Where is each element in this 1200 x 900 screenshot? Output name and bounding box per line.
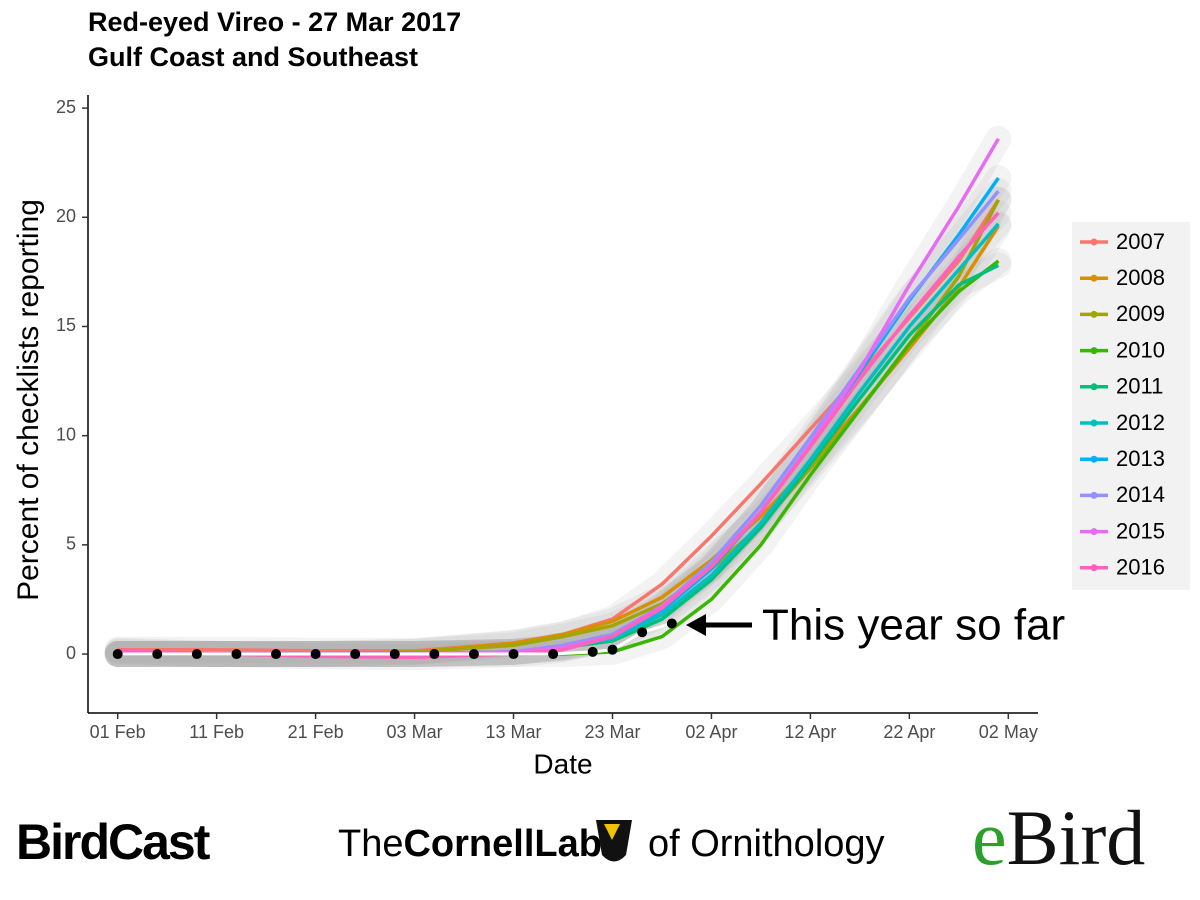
annotation: This year so far bbox=[762, 601, 1065, 650]
x-tick-label: 02 Apr bbox=[685, 722, 737, 742]
legend-dot bbox=[1090, 383, 1098, 391]
y-tick-label: 15 bbox=[56, 315, 76, 335]
legend-item: 2010 bbox=[1080, 337, 1165, 362]
series-line bbox=[117, 211, 1000, 660]
x-tick-label: 12 Apr bbox=[784, 722, 836, 742]
this-year-point bbox=[389, 649, 400, 660]
legend-item: 2009 bbox=[1080, 301, 1165, 326]
this-year-point bbox=[548, 649, 559, 660]
this-year-point bbox=[429, 649, 440, 660]
legend-item: 2012 bbox=[1080, 410, 1165, 435]
x-tick-label: 23 Mar bbox=[584, 722, 640, 742]
y-tick-label: 5 bbox=[66, 534, 76, 554]
ebird-e: e bbox=[972, 794, 1007, 881]
this-year-point bbox=[112, 649, 123, 660]
this-year-point bbox=[468, 649, 479, 660]
legend-item: 2011 bbox=[1080, 374, 1163, 399]
this-year-point bbox=[508, 649, 519, 660]
legend-dot bbox=[1090, 238, 1098, 246]
series-line bbox=[117, 225, 1000, 656]
legend-dot bbox=[1090, 491, 1098, 499]
confidence-band bbox=[104, 248, 1012, 667]
chart-title: Red-eyed Vireo - 27 Mar 2017 bbox=[88, 7, 461, 37]
cornell-bird-icon bbox=[596, 820, 632, 862]
legend-label: 2013 bbox=[1116, 446, 1165, 471]
confidence-band bbox=[104, 186, 1012, 667]
y-tick-label: 20 bbox=[56, 206, 76, 226]
legend-label: 2010 bbox=[1116, 337, 1165, 362]
series-line bbox=[117, 263, 1000, 656]
confidence-band bbox=[104, 186, 1012, 664]
legend-item: 2008 bbox=[1080, 265, 1165, 290]
confidence-band bbox=[104, 252, 1012, 667]
legend-label: 2011 bbox=[1116, 374, 1163, 399]
legend-dot bbox=[1090, 528, 1098, 536]
this-year-point bbox=[587, 646, 598, 657]
y-tick-label: 25 bbox=[56, 97, 76, 117]
this-year-point bbox=[637, 627, 648, 638]
series-line bbox=[117, 198, 1000, 656]
series-line bbox=[117, 222, 1000, 656]
legend-dot bbox=[1090, 310, 1098, 318]
legend-item: 2007 bbox=[1080, 229, 1165, 254]
this-year-point bbox=[152, 649, 163, 660]
legend-label: 2014 bbox=[1116, 482, 1165, 507]
x-tick-label: 01 Feb bbox=[90, 722, 146, 742]
legend-label: 2009 bbox=[1116, 301, 1165, 326]
legend-dot bbox=[1090, 347, 1098, 355]
cornell-name: CornellLab bbox=[403, 823, 601, 865]
x-tick-label: 13 Mar bbox=[486, 722, 542, 742]
legend-dot bbox=[1090, 564, 1098, 572]
x-tick-label: 21 Feb bbox=[288, 722, 344, 742]
legend-box bbox=[1072, 222, 1190, 590]
legend-label: 2015 bbox=[1116, 518, 1165, 543]
series-line bbox=[117, 259, 1000, 656]
x-tick-label: 11 Feb bbox=[189, 722, 244, 742]
cornell-bird-beak bbox=[604, 824, 620, 840]
legend-item: 2016 bbox=[1080, 555, 1165, 580]
legend-dot bbox=[1090, 455, 1098, 463]
this-year-point bbox=[191, 649, 202, 660]
legend-item: 2015 bbox=[1080, 518, 1165, 543]
ebird-bird: Bird bbox=[1007, 794, 1146, 881]
confidence-band bbox=[104, 213, 1012, 667]
legend-label: 2008 bbox=[1116, 265, 1165, 290]
legend-label: 2007 bbox=[1116, 229, 1165, 254]
this-year-point bbox=[350, 649, 361, 660]
confidence-band bbox=[104, 210, 1012, 667]
x-tick-label: 03 Mar bbox=[387, 722, 443, 742]
x-tick-label: 02 May bbox=[979, 722, 1038, 742]
chart-subtitle: Gulf Coast and Southeast bbox=[88, 42, 418, 72]
this-year-point bbox=[607, 644, 618, 655]
y-axis-label: Percent of checklists reporting bbox=[12, 199, 45, 601]
birdcast-logo: BirdCast bbox=[16, 814, 211, 870]
legend-item: 2013 bbox=[1080, 446, 1165, 471]
this-year-point bbox=[231, 649, 242, 660]
annotation-arrow bbox=[686, 614, 752, 636]
x-tick-label: 22 Apr bbox=[883, 722, 935, 742]
y-tick-label: 10 bbox=[56, 424, 76, 444]
this-year-point bbox=[271, 649, 282, 660]
ebird-logo: eBird bbox=[972, 794, 1145, 881]
legend-label: 2016 bbox=[1116, 555, 1165, 580]
this-year-point bbox=[310, 649, 321, 660]
cornell-of: of Ornithology bbox=[648, 823, 885, 865]
y-tick-label: 0 bbox=[66, 643, 76, 663]
series-line bbox=[117, 198, 1000, 653]
cornell-logo: TheCornellLab of Ornithology bbox=[338, 823, 885, 865]
legend-item: 2014 bbox=[1080, 482, 1165, 507]
legend-dot bbox=[1090, 419, 1098, 427]
cornell-the: The bbox=[338, 823, 403, 865]
plot: 0 5 10 15 20 25 01 Feb 11 Feb 21 Feb 03 Mar 13 Mar… bbox=[56, 97, 1165, 742]
this-year-point bbox=[666, 618, 677, 629]
x-axis-label: Date bbox=[533, 748, 592, 779]
this-year-line bbox=[117, 622, 673, 656]
confidence-band bbox=[104, 199, 1012, 671]
legend-label: 2012 bbox=[1116, 410, 1165, 435]
legend-dot bbox=[1090, 274, 1098, 282]
